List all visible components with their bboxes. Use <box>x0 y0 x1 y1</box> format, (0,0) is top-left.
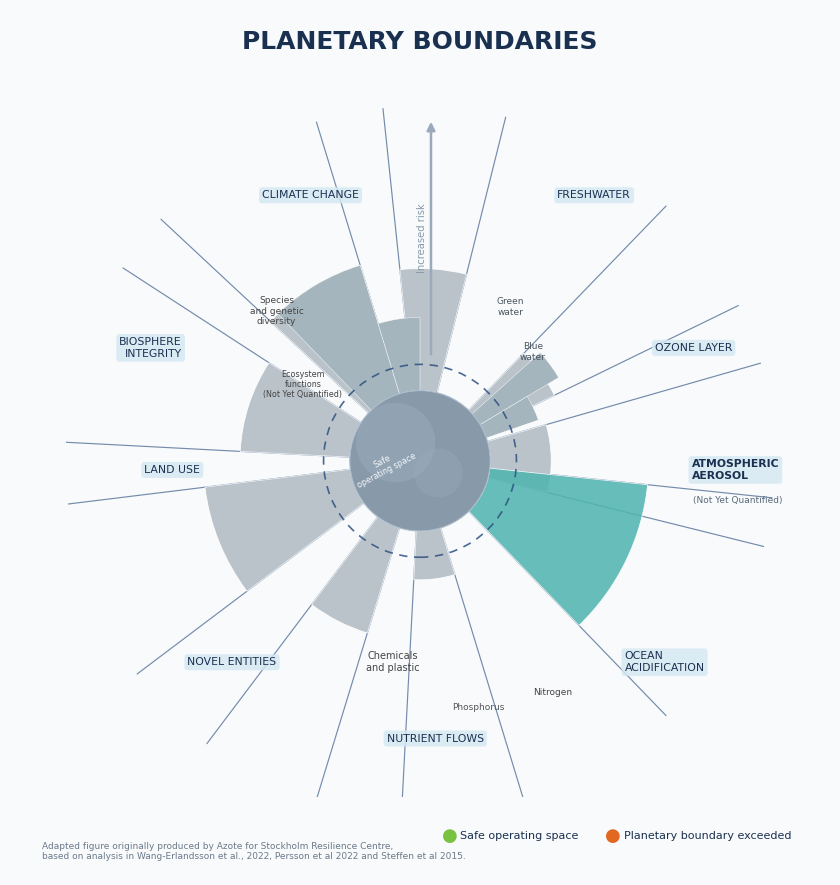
Wedge shape <box>312 517 400 633</box>
Text: NOVEL ENTITIES: NOVEL ENTITIES <box>187 658 276 667</box>
Text: ATMOSPHERIC
AEROSOL: ATMOSPHERIC AEROSOL <box>691 459 780 481</box>
Wedge shape <box>205 469 364 591</box>
Wedge shape <box>400 268 466 393</box>
Text: (Not Yet Quantified): (Not Yet Quantified) <box>693 496 782 505</box>
Text: Chemicals
and plastic: Chemicals and plastic <box>365 651 419 673</box>
Text: Safe
operating space: Safe operating space <box>351 442 418 489</box>
Circle shape <box>349 390 491 531</box>
Text: PLANETARY BOUNDARIES: PLANETARY BOUNDARIES <box>242 30 598 55</box>
Text: BIOSPHERE
INTEGRITY: BIOSPHERE INTEGRITY <box>119 337 182 358</box>
Wedge shape <box>487 425 551 493</box>
Text: OCEAN
ACIDIFICATION: OCEAN ACIDIFICATION <box>624 651 705 673</box>
Text: Nitrogen: Nitrogen <box>533 689 573 697</box>
Text: Safe operating space: Safe operating space <box>460 831 579 842</box>
Circle shape <box>414 449 463 497</box>
Text: Adapted figure originally produced by Azote for Stockholm Resilience Centre,
bas: Adapted figure originally produced by Az… <box>42 842 465 861</box>
Wedge shape <box>414 528 454 580</box>
Wedge shape <box>240 363 361 458</box>
Text: FRESHWATER: FRESHWATER <box>557 190 631 200</box>
Wedge shape <box>469 468 648 626</box>
Wedge shape <box>378 318 420 394</box>
Text: CLIMATE CHANGE: CLIMATE CHANGE <box>262 190 359 200</box>
Wedge shape <box>480 396 538 438</box>
Wedge shape <box>472 352 559 425</box>
Text: OZONE LAYER: OZONE LAYER <box>655 342 732 353</box>
Wedge shape <box>469 353 554 430</box>
Wedge shape <box>270 266 400 413</box>
Text: Green
water: Green water <box>496 297 524 317</box>
Text: Planetary boundary exceeded: Planetary boundary exceeded <box>624 831 791 842</box>
Text: NUTRIENT FLOWS: NUTRIENT FLOWS <box>386 734 484 743</box>
Text: Phosphorus: Phosphorus <box>452 704 504 712</box>
Text: ●: ● <box>606 827 621 845</box>
Wedge shape <box>278 266 400 411</box>
Text: LAND USE: LAND USE <box>144 465 200 475</box>
Text: Blue
water: Blue water <box>520 342 546 362</box>
Text: Ecosystem
functions
(Not Yet Quantified): Ecosystem functions (Not Yet Quantified) <box>263 370 343 399</box>
Text: Increased risk: Increased risk <box>417 204 427 273</box>
Text: Species
and genetic
diversity: Species and genetic diversity <box>249 296 303 327</box>
Text: ●: ● <box>442 827 457 845</box>
Circle shape <box>356 403 435 482</box>
